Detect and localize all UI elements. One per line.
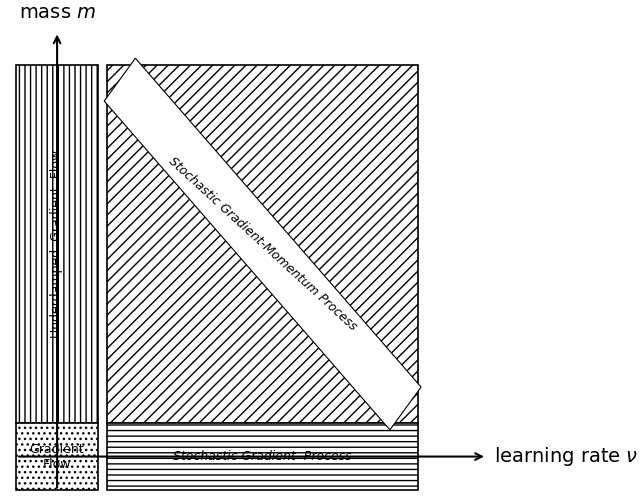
Text: Underdamped  Gradient  Flow: Underdamped Gradient Flow xyxy=(51,150,63,338)
Text: Stochastic Gradient-Momentum Process: Stochastic Gradient-Momentum Process xyxy=(166,155,359,333)
Text: learning rate $\nu$: learning rate $\nu$ xyxy=(494,445,639,468)
Text: Gradient
Flow: Gradient Flow xyxy=(29,443,84,471)
Bar xyxy=(108,65,418,423)
Bar xyxy=(16,423,97,491)
Bar xyxy=(108,423,418,491)
Text: mass $m$: mass $m$ xyxy=(19,3,95,22)
Polygon shape xyxy=(104,58,421,430)
Bar xyxy=(16,65,97,423)
Text: Stochastic Gradient  Process: Stochastic Gradient Process xyxy=(173,450,352,463)
